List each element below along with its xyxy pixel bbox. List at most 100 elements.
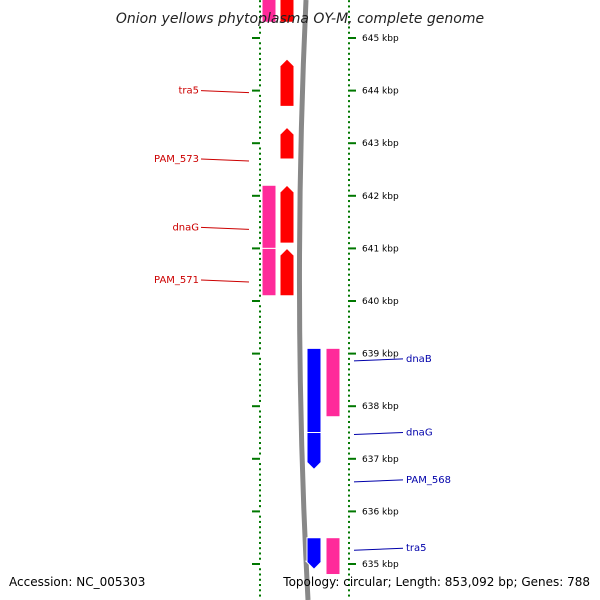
left-minor-tick <box>259 336 261 339</box>
left-minor-tick <box>259 226 261 229</box>
right-minor-tick <box>348 163 350 166</box>
forward-gene-label: PAM_571 <box>154 275 199 286</box>
right-minor-tick <box>348 42 350 45</box>
reverse-feature-block <box>325 537 341 576</box>
right-minor-tick <box>348 573 350 576</box>
left-minor-tick <box>259 415 261 418</box>
right-minor-tick <box>348 94 350 97</box>
right-major-tick <box>348 37 356 39</box>
right-minor-tick <box>348 568 350 571</box>
right-minor-tick <box>348 531 350 534</box>
right-minor-tick <box>348 310 350 313</box>
right-minor-tick <box>348 263 350 266</box>
topology-text: Topology: circular; Length: 853,092 bp; … <box>282 575 590 589</box>
right-major-tick <box>348 405 356 408</box>
reverse-gene-label: PAM_568 <box>406 475 451 486</box>
right-minor-tick <box>348 179 350 182</box>
left-minor-tick <box>259 284 261 287</box>
left-minor-tick <box>259 21 261 24</box>
left-tick-ruler <box>252 0 261 597</box>
reverse-feature-block <box>325 347 341 418</box>
reverse-label-leader <box>353 358 404 362</box>
left-major-tick <box>252 194 260 197</box>
left-minor-tick <box>259 494 261 497</box>
right-minor-tick <box>348 336 350 339</box>
left-minor-tick <box>259 231 261 234</box>
left-minor-tick <box>259 115 261 118</box>
left-minor-tick <box>259 110 261 113</box>
right-minor-tick <box>348 5 350 8</box>
reverse-gene-arrow <box>304 537 324 570</box>
right-minor-tick <box>348 547 350 550</box>
right-major-tick <box>348 352 356 355</box>
left-minor-tick <box>259 257 261 260</box>
right-minor-tick <box>348 52 350 55</box>
right-minor-tick <box>348 105 350 108</box>
right-minor-tick <box>348 284 350 287</box>
left-minor-tick <box>259 473 261 476</box>
left-minor-tick <box>259 552 261 555</box>
left-minor-tick <box>259 342 261 345</box>
right-minor-tick <box>348 242 350 245</box>
left-minor-tick <box>259 547 261 550</box>
reverse-gene-label: dnaG <box>406 428 433 439</box>
left-major-tick <box>252 405 260 408</box>
left-minor-tick <box>259 105 261 108</box>
right-minor-tick <box>348 426 350 429</box>
reverse-gene-label: dnaB <box>406 354 432 365</box>
reverse-label-leader <box>353 547 404 551</box>
right-minor-tick <box>348 231 350 234</box>
left-major-tick <box>252 142 260 145</box>
right-minor-tick <box>348 147 350 150</box>
right-minor-tick <box>348 184 350 187</box>
reverse-gene-arrow <box>304 347 324 444</box>
left-minor-tick <box>259 589 261 592</box>
reverse-gene-arrow <box>304 432 324 471</box>
left-major-tick <box>252 510 260 513</box>
left-minor-tick <box>259 189 261 192</box>
right-minor-tick <box>348 389 350 392</box>
left-major-tick <box>252 457 260 460</box>
left-minor-tick <box>259 326 261 329</box>
right-minor-tick <box>348 10 350 13</box>
right-minor-tick <box>348 557 350 560</box>
right-minor-tick <box>348 289 350 292</box>
left-minor-tick <box>259 394 261 397</box>
left-major-tick <box>252 352 260 355</box>
right-major-tick <box>348 194 356 197</box>
right-minor-tick <box>348 368 350 371</box>
right-minor-tick <box>348 136 350 139</box>
right-minor-tick <box>348 268 350 271</box>
scale-tick-label: 644 kbp <box>362 87 399 97</box>
right-minor-tick <box>348 68 350 71</box>
right-minor-tick <box>348 278 350 281</box>
left-minor-tick <box>259 536 261 539</box>
left-minor-tick <box>259 136 261 139</box>
right-minor-tick <box>348 541 350 544</box>
right-minor-tick <box>348 47 350 50</box>
left-minor-tick <box>259 447 261 450</box>
right-minor-tick <box>348 126 350 129</box>
left-minor-tick <box>259 252 261 255</box>
forward-label-leader <box>200 279 250 283</box>
left-minor-tick <box>259 31 261 34</box>
right-minor-tick <box>348 273 350 276</box>
feature-track <box>261 0 341 576</box>
left-minor-tick <box>259 10 261 13</box>
left-minor-tick <box>259 420 261 423</box>
left-minor-tick <box>259 126 261 129</box>
forward-label-leader <box>200 158 250 162</box>
right-major-tick <box>348 247 356 250</box>
forward-gene-arrow <box>279 0 295 23</box>
right-minor-tick <box>348 505 350 508</box>
right-minor-tick <box>348 321 350 324</box>
left-minor-tick <box>259 436 261 439</box>
right-minor-tick <box>348 384 350 387</box>
left-minor-tick <box>259 184 261 187</box>
forward-label-leader <box>200 90 250 94</box>
right-minor-tick <box>348 115 350 118</box>
left-minor-tick <box>259 478 261 481</box>
right-minor-tick <box>348 494 350 497</box>
left-minor-tick <box>259 541 261 544</box>
